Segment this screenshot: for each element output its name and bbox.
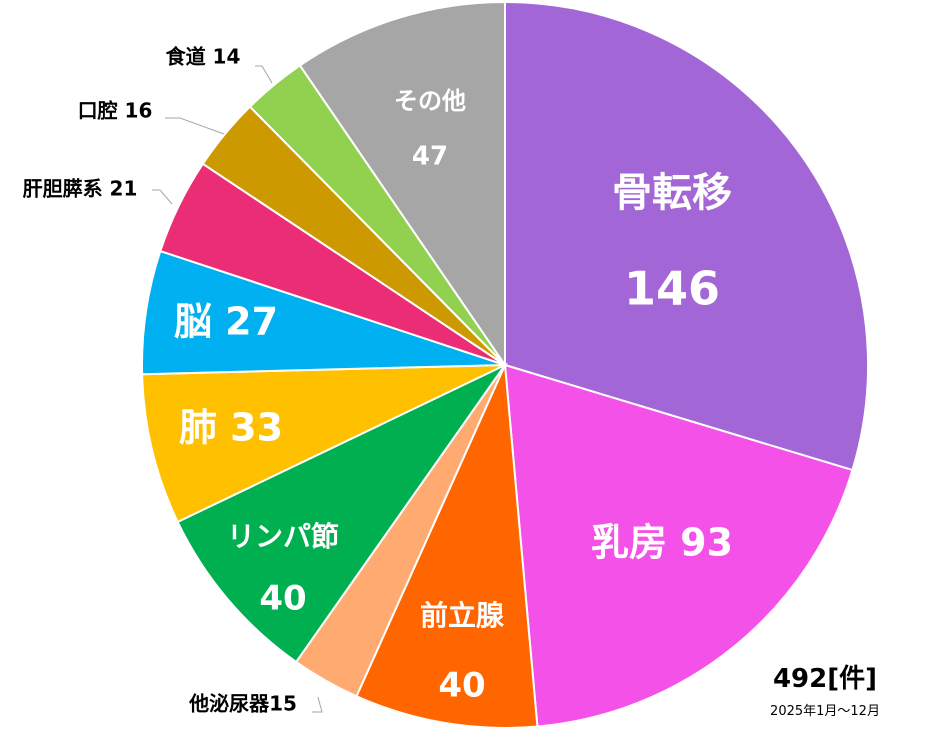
- slice-label-other: その他: [394, 87, 466, 115]
- total-count-label: 492[件]: [772, 664, 878, 694]
- slice-label-other-urologic: 他泌尿器15: [188, 692, 297, 716]
- slice-label-hepatobiliary-pancreatic: 肝胆膵系 21: [23, 177, 138, 201]
- pie-slice-breast: [503, 363, 854, 728]
- pie-slice-lung: [141, 364, 506, 524]
- slice-value-other: 47: [412, 142, 448, 172]
- slice-value-prostate: 40: [438, 666, 485, 706]
- slice-label-breast: 乳房 93: [591, 521, 733, 565]
- slice-label-oral-cavity: 口腔 16: [78, 99, 153, 123]
- pie-slice-prostate: [355, 361, 539, 729]
- leader-lines: [152, 65, 323, 713]
- slice-label-bone-metastasis: 骨転移: [612, 170, 732, 216]
- slice-label-esophagus: 食道 14: [166, 45, 241, 69]
- pie-slices: [141, 0, 869, 729]
- leader-line-other-urologic: [312, 696, 323, 713]
- slice-label-lung: 肺 33: [179, 406, 283, 450]
- slice-value-bone-metastasis: 146: [624, 262, 720, 316]
- slice-label-lymph-node: リンパ節: [227, 520, 339, 553]
- pie-slice-lymph-node: [176, 362, 509, 664]
- slice-label-brain: 脳 27: [174, 300, 278, 344]
- period-label: 2025年1月～12月: [770, 704, 880, 719]
- slice-labels: 骨転移 146 乳房 93 前立腺 40 他泌尿器15 リンパ節 40 肺 33 脳 27 肝胆膵系…: [23, 45, 733, 716]
- pie-slice-bone-metastasis: [504, 0, 869, 472]
- slice-value-lymph-node: 40: [259, 579, 306, 619]
- leader-line-oral-cavity: [165, 117, 225, 135]
- pie-slice-other: [298, 0, 506, 369]
- leader-line-esophagus: [255, 65, 273, 84]
- leader-line-hepatobiliary-pancreatic: [152, 189, 173, 205]
- slice-label-prostate: 前立腺: [420, 599, 505, 632]
